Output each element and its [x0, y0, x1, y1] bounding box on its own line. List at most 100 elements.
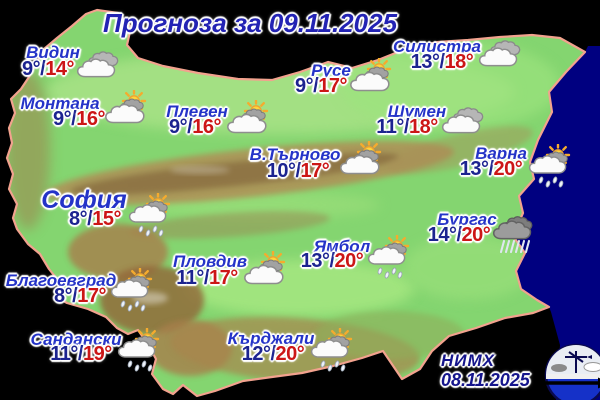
low-temp: 10° [266, 160, 296, 182]
temp-separator: / [488, 158, 494, 180]
city-temperatures: 11°/19° [50, 343, 112, 365]
low-temp: 12° [241, 343, 271, 365]
credit-date: 08.11.2025 [441, 370, 530, 390]
partly-cloudy-icon [224, 100, 274, 144]
temp-separator: / [403, 116, 410, 138]
city-name: Видин [26, 43, 80, 62]
city-temperatures: 8°/15° [69, 209, 121, 229]
low-temp: 13° [300, 250, 330, 272]
city-temperatures: 9°/17° [295, 76, 347, 96]
low-temp: 9° [22, 58, 41, 80]
high-temp: 17° [77, 285, 106, 307]
high-temp: 17° [208, 267, 238, 289]
cloud-glyph [551, 364, 567, 372]
city-name: Пловдив [173, 252, 247, 271]
low-temp: 13° [410, 51, 440, 73]
temp-separator: / [40, 58, 46, 80]
partly-cloudy-icon [241, 251, 291, 295]
temp-separator: / [72, 285, 78, 307]
credit-block: НИМХ 08.11.2025 [441, 352, 530, 389]
sun-shower-icon [308, 328, 358, 372]
high-temp: 17° [318, 75, 347, 97]
city-name: Русе [311, 61, 351, 80]
nimh-logo [542, 343, 600, 400]
city-temperatures: 9°/16° [169, 117, 221, 137]
low-temp: 13° [459, 158, 489, 180]
high-temp: 16° [76, 108, 105, 130]
city-name: Благоевград [5, 271, 117, 290]
partly-cloudy-icon [102, 90, 152, 134]
temp-separator: / [329, 250, 335, 272]
mostly-cloudy-icon [439, 100, 489, 144]
city-name: София [41, 186, 127, 214]
low-temp: 11° [50, 343, 78, 365]
temp-separator: / [313, 75, 319, 97]
sun-shower-icon [115, 328, 165, 372]
city-temperatures: 13°/20° [460, 159, 523, 179]
sun-shower-icon [365, 235, 415, 279]
high-temp: 16° [192, 116, 221, 138]
terrain-relief [7, 40, 560, 384]
temp-separator: / [71, 108, 77, 130]
city-name: Бургас [437, 210, 497, 229]
high-temp: 15° [92, 208, 121, 230]
mostly-cloudy-icon [476, 33, 526, 77]
city-temperatures: 11°/18° [376, 116, 438, 138]
temp-separator: / [77, 343, 84, 365]
city-name: В.Търново [249, 145, 341, 164]
low-temp: 9° [169, 116, 188, 138]
mostly-cloudy-icon [74, 44, 124, 88]
city-temperatures: 13°/18° [411, 52, 474, 72]
forecast-title: Прогноза за 09.11.2025 [103, 8, 398, 38]
city-name: Ямбол [313, 237, 371, 256]
city-temperatures: 9°/14° [22, 59, 74, 79]
temp-separator: / [203, 267, 210, 289]
low-temp: 8° [69, 208, 88, 230]
city-temperatures: 8°/17° [54, 286, 106, 306]
low-temp: 9° [53, 108, 72, 130]
sun-shower-icon [126, 193, 176, 237]
high-temp: 20° [461, 224, 491, 246]
high-temp: 18° [444, 51, 474, 73]
country-border [5, 8, 587, 398]
city-temperatures: 13°/20° [301, 251, 364, 271]
city-name: Кърджали [227, 329, 315, 348]
sun-shower-icon [526, 144, 576, 188]
low-temp: 14° [427, 224, 457, 246]
high-temp: 17° [300, 160, 330, 182]
city-temperatures: 12°/20° [242, 344, 305, 364]
temp-separator: / [439, 51, 445, 73]
temp-separator: / [270, 343, 276, 365]
high-temp: 18° [408, 116, 438, 138]
city-name: Сандански [30, 330, 122, 349]
weather-vane-icon [565, 351, 587, 373]
high-temp: 20° [275, 343, 305, 365]
low-temp: 11° [176, 267, 204, 289]
high-temp: 20° [493, 158, 523, 180]
city-temperatures: 9°/16° [53, 109, 105, 129]
city-temperatures: 11°/17° [176, 267, 238, 289]
city-name: Варна [475, 144, 527, 163]
black-sea [513, 46, 600, 400]
temp-separator: / [87, 208, 93, 230]
high-temp: 19° [82, 343, 112, 365]
partly-cloudy-icon [347, 58, 397, 102]
high-temp: 14° [45, 58, 74, 80]
credit-org: НИМХ [441, 351, 496, 370]
low-temp: 8° [54, 285, 73, 307]
city-name: Шумен [387, 102, 447, 121]
temp-separator: / [187, 116, 193, 138]
heavy-rain-icon [490, 210, 540, 254]
sun-shower-icon [108, 268, 158, 312]
city-name: Силистра [392, 37, 482, 56]
city-name: Монтана [20, 94, 100, 113]
city-temperatures: 14°/20° [428, 225, 491, 245]
city-temperatures: 10°/17° [267, 161, 330, 181]
low-temp: 9° [295, 75, 314, 97]
temp-separator: / [295, 160, 301, 182]
city-name: Плевен [166, 102, 228, 121]
temp-separator: / [456, 224, 462, 246]
